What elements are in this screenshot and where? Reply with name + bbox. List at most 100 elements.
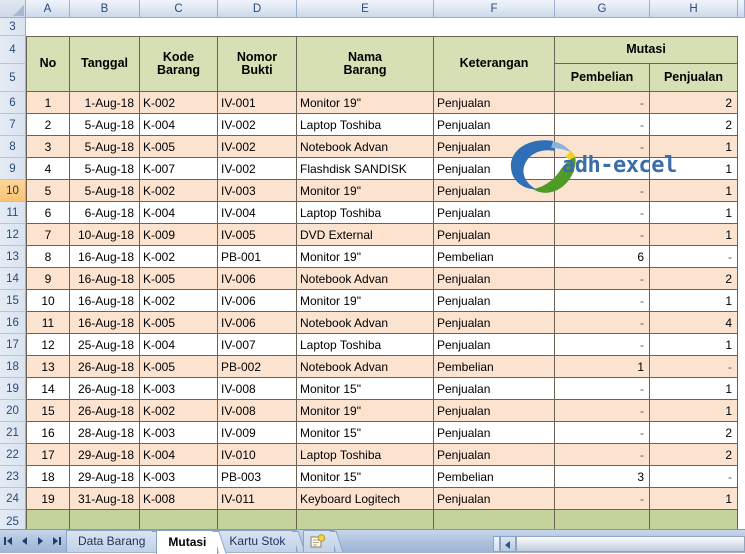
table-row[interactable]: 17 12 25-Aug-18 K-004 IV-007 Laptop Toshiba Pe… — [0, 334, 745, 356]
column-header-f[interactable]: F — [434, 0, 555, 17]
cell-e15[interactable]: Monitor 19" — [297, 290, 434, 312]
cell-e12[interactable]: DVD External — [297, 224, 434, 246]
cell-b15[interactable]: 16-Aug-18 — [70, 290, 140, 312]
cell-b8[interactable]: 5-Aug-18 — [70, 136, 140, 158]
column-header-b[interactable]: B — [70, 0, 140, 17]
cell-i9[interactable] — [738, 158, 745, 180]
cell-h20[interactable]: 1 — [650, 400, 738, 422]
cell-a12[interactable]: 7 — [26, 224, 70, 246]
cell-g6[interactable]: - — [555, 92, 650, 114]
cell-f20[interactable]: Penjualan — [434, 400, 555, 422]
cell-f19[interactable]: Penjualan — [434, 378, 555, 400]
cell-e11[interactable]: Laptop Toshiba — [297, 202, 434, 224]
cell-h22[interactable]: 2 — [650, 444, 738, 466]
cell-h25[interactable] — [650, 510, 738, 529]
row-header-22[interactable]: 22 — [0, 444, 26, 466]
cell-e3[interactable] — [297, 18, 434, 36]
table-row[interactable]: 13 8 16-Aug-18 K-002 PB-001 Monitor 19" Pembel… — [0, 246, 745, 268]
table-row[interactable]: 12 7 10-Aug-18 K-009 IV-005 DVD External Penju… — [0, 224, 745, 246]
cell-c17[interactable]: K-004 — [140, 334, 218, 356]
cell-d24[interactable]: IV-011 — [218, 488, 297, 510]
cell-c6[interactable]: K-002 — [140, 92, 218, 114]
cell-d6[interactable]: IV-001 — [218, 92, 297, 114]
header-cell-nama-barang[interactable]: Nama Barang — [297, 36, 434, 92]
cell-i16[interactable] — [738, 312, 745, 334]
cell-i12[interactable] — [738, 224, 745, 246]
cell-g13[interactable]: 6 — [555, 246, 650, 268]
cell-b22[interactable]: 29-Aug-18 — [70, 444, 140, 466]
cell-e20[interactable]: Monitor 19" — [297, 400, 434, 422]
cell-b25[interactable] — [70, 510, 140, 529]
cell-i11[interactable] — [738, 202, 745, 224]
cell-h18[interactable]: - — [650, 356, 738, 378]
cell-i7[interactable] — [738, 114, 745, 136]
cell-c11[interactable]: K-004 — [140, 202, 218, 224]
cell-f7[interactable]: Penjualan — [434, 114, 555, 136]
cell-i13[interactable] — [738, 246, 745, 268]
table-row[interactable]: 7 2 5-Aug-18 K-004 IV-002 Laptop Toshiba Penju… — [0, 114, 745, 136]
cell-f22[interactable]: Penjualan — [434, 444, 555, 466]
cell-d3[interactable] — [218, 18, 297, 36]
cell-d10[interactable]: IV-003 — [218, 180, 297, 202]
table-row[interactable]: 6 1 1-Aug-18 K-002 IV-001 Monitor 19" Penjuala… — [0, 92, 745, 114]
cell-g12[interactable]: - — [555, 224, 650, 246]
cell-g14[interactable]: - — [555, 268, 650, 290]
header-cell-keterangan[interactable]: Keterangan — [434, 36, 555, 92]
cell-i15[interactable] — [738, 290, 745, 312]
header-cell-penjualan[interactable]: Penjualan — [650, 64, 738, 92]
cell-f13[interactable]: Pembelian — [434, 246, 555, 268]
cell-e21[interactable]: Monitor 15" — [297, 422, 434, 444]
cell-e6[interactable]: Monitor 19" — [297, 92, 434, 114]
cell-h7[interactable]: 2 — [650, 114, 738, 136]
cell-b14[interactable]: 16-Aug-18 — [70, 268, 140, 290]
cell-e9[interactable]: Flashdisk SANDISK — [297, 158, 434, 180]
row-header-23[interactable]: 23 — [0, 466, 26, 488]
cell-e23[interactable]: Monitor 15" — [297, 466, 434, 488]
select-all-corner[interactable] — [0, 0, 26, 17]
cell-g23[interactable]: 3 — [555, 466, 650, 488]
header-cell-no[interactable]: No — [26, 36, 70, 92]
cell-c19[interactable]: K-003 — [140, 378, 218, 400]
cell-i14[interactable] — [738, 268, 745, 290]
cell-f8[interactable]: Penjualan — [434, 136, 555, 158]
cell-a3[interactable] — [26, 18, 70, 36]
row-header-9[interactable]: 9 — [0, 158, 26, 180]
cell-b9[interactable]: 5-Aug-18 — [70, 158, 140, 180]
cell-b17[interactable]: 25-Aug-18 — [70, 334, 140, 356]
cell-i8[interactable] — [738, 136, 745, 158]
table-row[interactable]: 20 15 26-Aug-18 K-002 IV-008 Monitor 19" Penju… — [0, 400, 745, 422]
header-cell-pembelian[interactable]: Pembelian — [555, 64, 650, 92]
nav-last-icon[interactable] — [52, 536, 61, 546]
sheet-tab-kartu-stok[interactable]: Kartu Stok — [217, 530, 298, 552]
row-header-25[interactable]: 25 — [0, 510, 26, 529]
table-row[interactable]: 11 6 6-Aug-18 K-004 IV-004 Laptop Toshiba Penj… — [0, 202, 745, 224]
cell-a21[interactable]: 16 — [26, 422, 70, 444]
cell-e10[interactable]: Monitor 19" — [297, 180, 434, 202]
row-header-13[interactable]: 13 — [0, 246, 26, 268]
cell-a13[interactable]: 8 — [26, 246, 70, 268]
nav-first-icon[interactable] — [4, 536, 13, 546]
table-row[interactable]: 18 13 26-Aug-18 K-005 PB-002 Notebook Advan Pe… — [0, 356, 745, 378]
cell-g19[interactable]: - — [555, 378, 650, 400]
table-row[interactable]: 16 11 16-Aug-18 K-005 IV-006 Notebook Advan Pe… — [0, 312, 745, 334]
cell-b12[interactable]: 10-Aug-18 — [70, 224, 140, 246]
row-header-11[interactable]: 11 — [0, 202, 26, 224]
row-header-12[interactable]: 12 — [0, 224, 26, 246]
cell-c14[interactable]: K-005 — [140, 268, 218, 290]
cell-f16[interactable]: Penjualan — [434, 312, 555, 334]
cell-e14[interactable]: Notebook Advan — [297, 268, 434, 290]
row-header-19[interactable]: 19 — [0, 378, 26, 400]
cell-b3[interactable] — [70, 18, 140, 36]
horizontal-scrollbar[interactable] — [493, 535, 745, 552]
column-header-d[interactable]: D — [218, 0, 297, 17]
cell-f3[interactable] — [434, 18, 555, 36]
cell-a24[interactable]: 19 — [26, 488, 70, 510]
cell-h23[interactable]: - — [650, 466, 738, 488]
cell-i22[interactable] — [738, 444, 745, 466]
cell-h8[interactable]: 1 — [650, 136, 738, 158]
cell-a7[interactable]: 2 — [26, 114, 70, 136]
cell-c21[interactable]: K-003 — [140, 422, 218, 444]
cell-a6[interactable]: 1 — [26, 92, 70, 114]
cell-g7[interactable]: - — [555, 114, 650, 136]
cell-a19[interactable]: 14 — [26, 378, 70, 400]
